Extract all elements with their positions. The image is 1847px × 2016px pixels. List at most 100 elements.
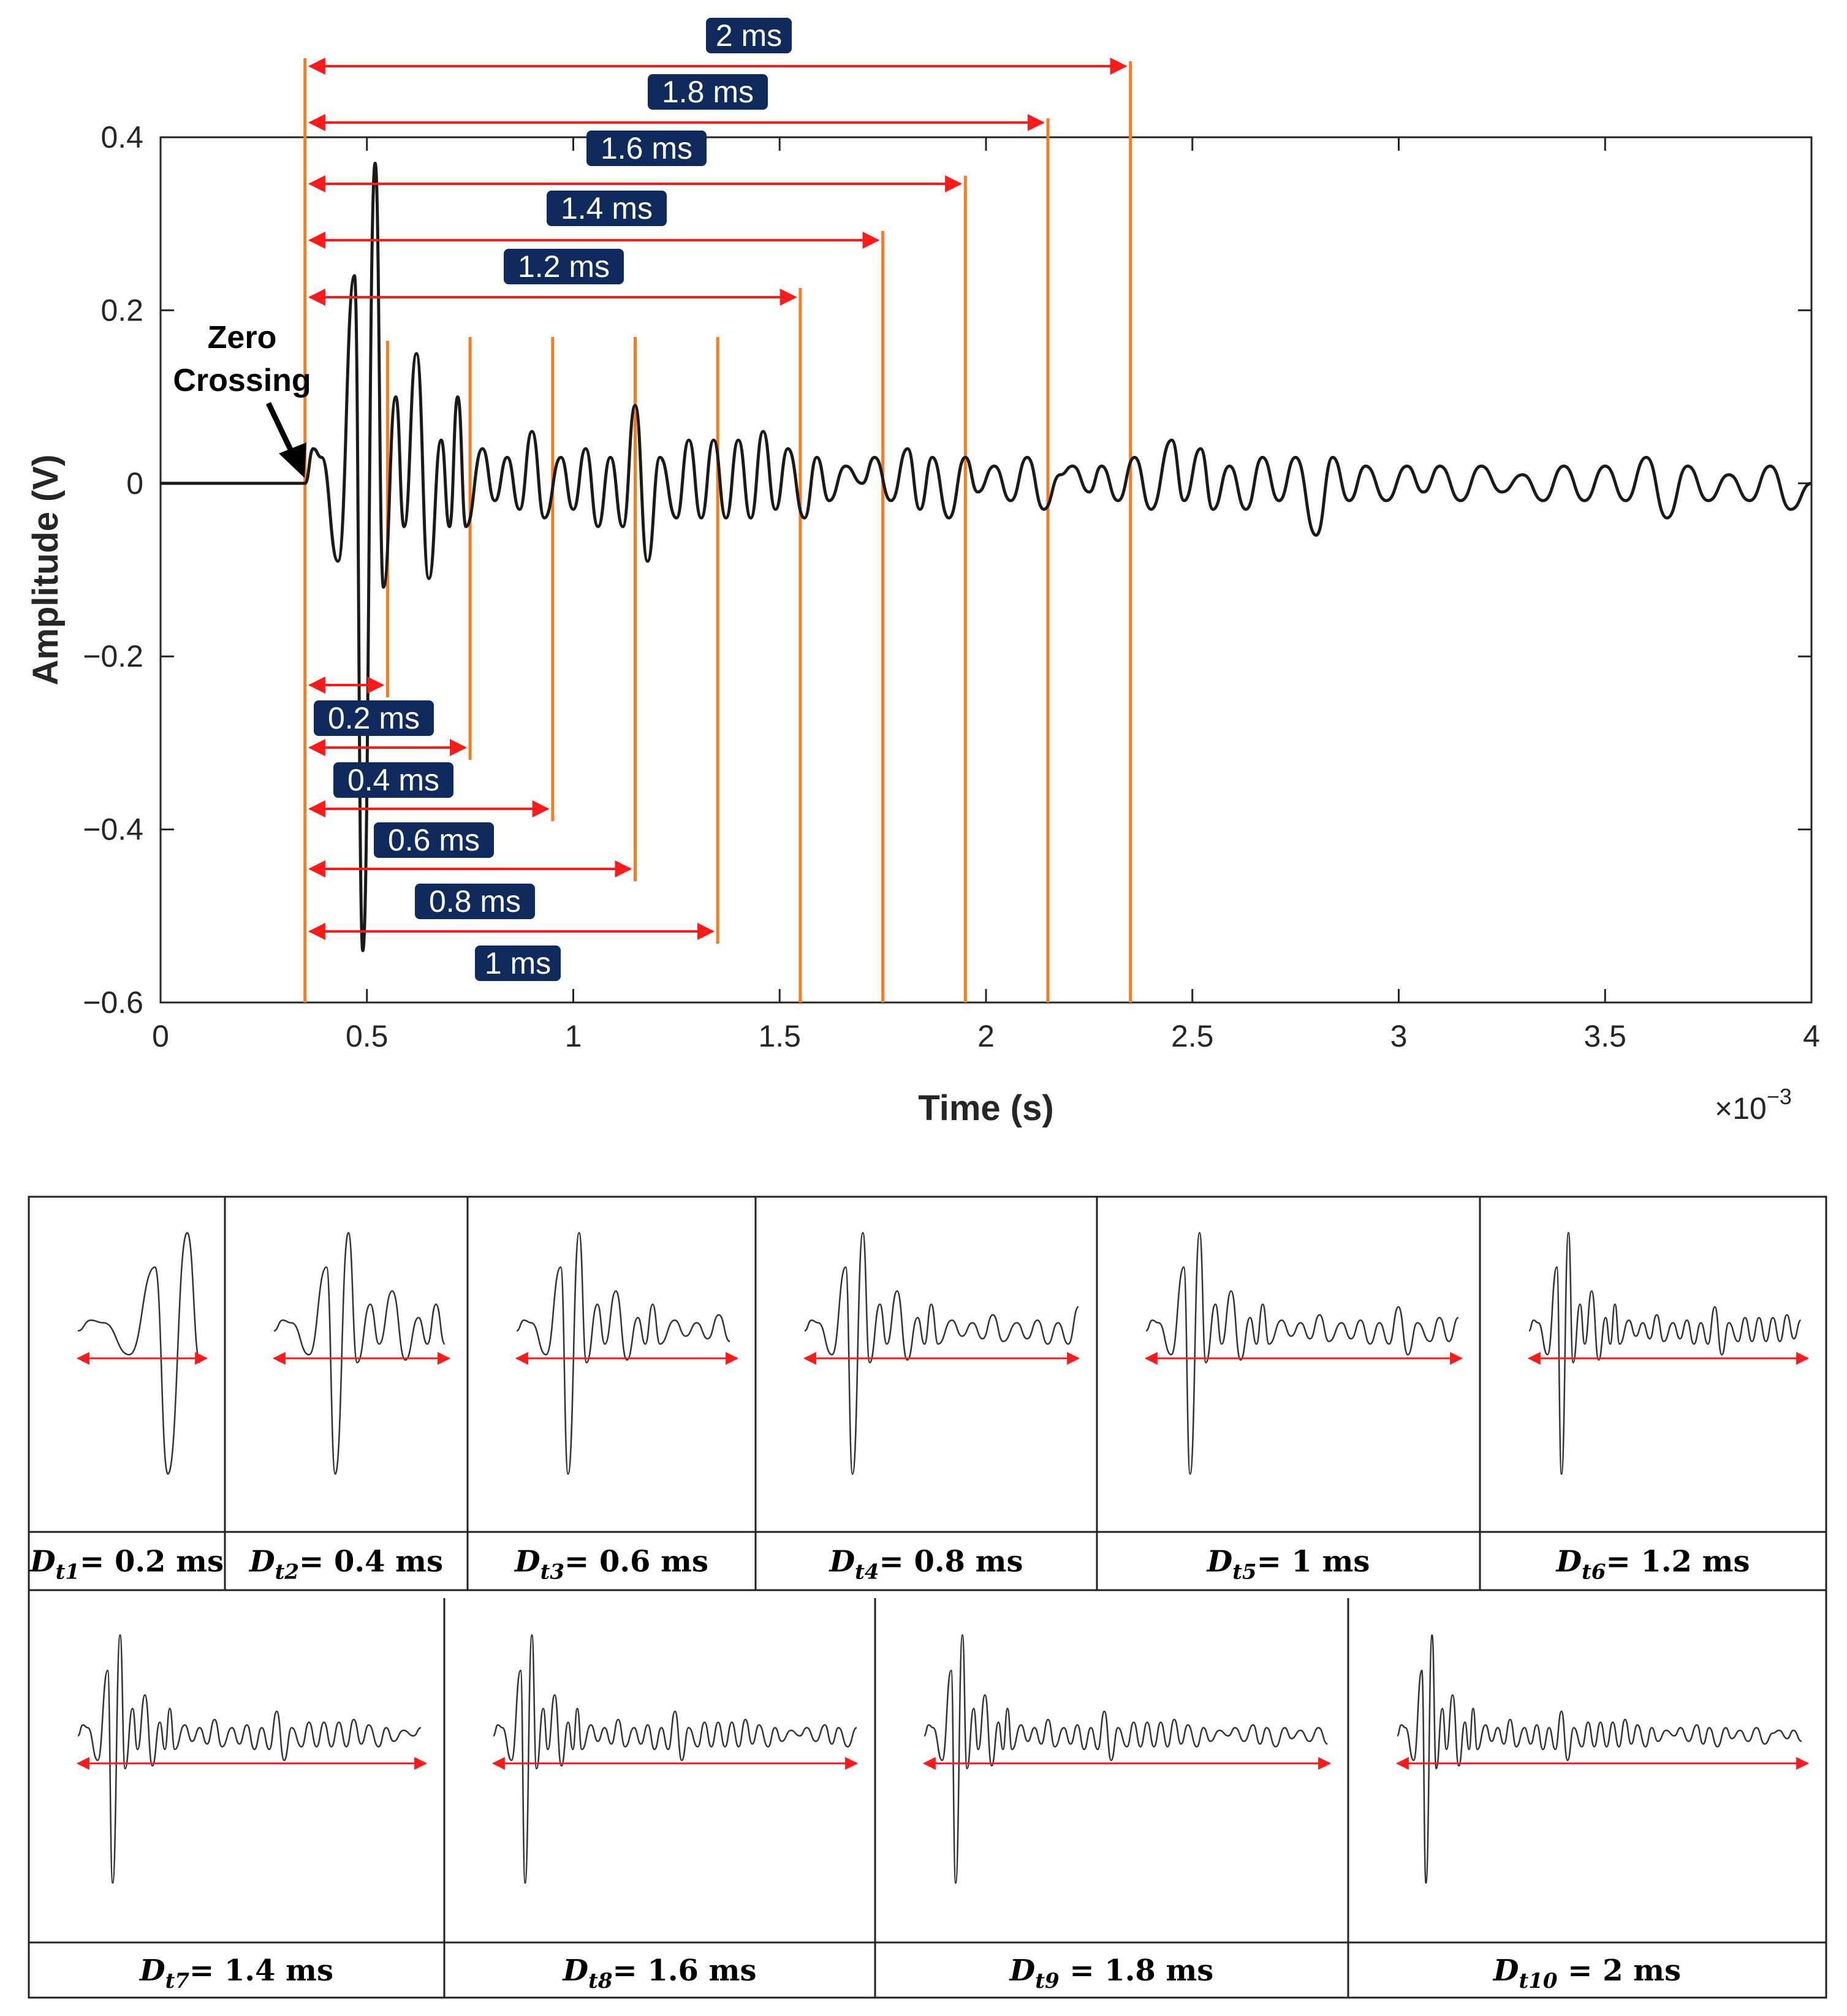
caption-symbol: D	[1009, 1953, 1036, 1988]
y-tick-label: −0.4	[83, 813, 143, 847]
window-label: 0.2 ms	[328, 701, 420, 735]
panel-waveform	[516, 1232, 730, 1475]
caption-value: = 0.4 ms	[299, 1545, 443, 1579]
panel-waveform	[77, 1634, 422, 1884]
plot-area	[159, 136, 1813, 1004]
main-waveform-chart: −0.6 −0.4 −0.2 0 0.2 0.4 0 0.5 1 1.5 2 2.5 3 3.5 4 Ti…	[26, 18, 1820, 1128]
window-panel: Dt7= 1.4 ms	[76, 1634, 428, 1993]
window-label-box	[314, 700, 434, 736]
caption-symbol: D	[829, 1545, 855, 1579]
window-label-box	[706, 18, 792, 53]
window-label-box	[415, 884, 535, 919]
caption-value: = 1.2 ms	[1606, 1545, 1750, 1579]
panel-waveform	[924, 1634, 1328, 1884]
panel-caption: Dt1= 0.2 ms	[29, 1545, 224, 1585]
window-label: 1.8 ms	[662, 75, 754, 109]
panel-caption: Dt4= 0.8 ms	[829, 1545, 1023, 1585]
caption-symbol: D	[138, 1953, 165, 1988]
x-tick-label: 0	[152, 1019, 169, 1053]
panel-caption: Dt10 = 2 ms	[1492, 1953, 1681, 1993]
y-tick-label: −0.2	[83, 639, 143, 673]
window-label-box	[475, 945, 561, 981]
panel-caption: Dt2= 0.4 ms	[248, 1545, 443, 1585]
window-panel: Dt5= 1 ms	[1144, 1232, 1463, 1585]
panel-waveform	[1397, 1634, 1802, 1884]
x-tick-label: 2.5	[1171, 1019, 1214, 1053]
window-label-box	[547, 191, 667, 226]
caption-subscript: t7	[165, 1969, 190, 1993]
y-tick-label: 0.2	[101, 293, 143, 327]
caption-subscript: t2	[275, 1560, 299, 1585]
window-end-markers	[303, 58, 1132, 1002]
window-label: 1.6 ms	[601, 131, 692, 165]
caption-subscript: t3	[540, 1560, 564, 1585]
caption-subscript: t6	[1582, 1560, 1606, 1585]
y-tick-label: 0.4	[101, 120, 143, 154]
x-tick-label: 1	[565, 1019, 582, 1053]
window-panel: Dt6= 1.2 ms	[1527, 1232, 1810, 1585]
window-label: 0.4 ms	[347, 763, 439, 797]
panel-waveform	[804, 1232, 1080, 1475]
zero-crossing-label-line1: Zero	[208, 320, 277, 355]
window-label-box	[648, 74, 768, 110]
window-panel: Dt1= 0.2 ms	[29, 1232, 224, 1585]
window-label: 1 ms	[485, 946, 551, 980]
caption-value: = 0.6 ms	[564, 1545, 708, 1579]
y-axis-ticks: −0.6 −0.4 −0.2 0 0.2 0.4	[83, 120, 1811, 1020]
caption-value: = 0.2 ms	[80, 1545, 224, 1579]
caption-symbol: D	[562, 1953, 589, 1988]
window-panel: Dt8= 1.6 ms	[491, 1634, 859, 1993]
x-tick-label: 3	[1390, 1019, 1408, 1053]
x-tick-label: 3.5	[1583, 1019, 1626, 1053]
window-panel: Dt9 = 1.8 ms	[922, 1634, 1332, 1993]
window-label: 0.8 ms	[429, 884, 521, 919]
panel-grid: Dt1= 0.2 ms Dt2= 0.4 ms Dt3= 0.6 ms Dt4= 0.…	[28, 1196, 1827, 1999]
y-axis-title: Amplitude (V)	[26, 455, 66, 686]
window-label-box	[504, 249, 624, 284]
x-tick-label: 2	[977, 1019, 995, 1053]
zero-crossing-annotation: Zero Crossing	[173, 320, 311, 478]
window-label: 0.6 ms	[388, 823, 480, 857]
panel-waveform	[493, 1634, 857, 1884]
panel-waveform	[77, 1232, 201, 1475]
caption-value: = 2 ms	[1558, 1953, 1682, 1988]
x-axis-multiplier: ×10−3	[1715, 1084, 1792, 1126]
window-labels: 0.2 ms 0.4 ms 0.6 ms 0.8 ms 1 ms 1.2 ms 1.4 ms…	[314, 18, 792, 981]
panel-caption: Dt8= 1.6 ms	[562, 1953, 757, 1993]
window-label-box	[586, 131, 707, 166]
window-panel: Dt10 = 2 ms	[1395, 1634, 1810, 1993]
x-axis-ticks: 0 0.5 1 1.5 2 2.5 3 3.5 4	[152, 137, 1820, 1053]
x-axis-title: Time (s)	[918, 1088, 1053, 1128]
caption-subscript: t10	[1519, 1969, 1558, 1993]
caption-value: = 1.8 ms	[1060, 1953, 1214, 1988]
zero-crossing-arrow-head	[279, 442, 306, 478]
panel-caption: Dt6= 1.2 ms	[1555, 1545, 1750, 1585]
window-panels-table: Dt1= 0.2 ms Dt2= 0.4 ms Dt3= 0.6 ms Dt4= 0.…	[28, 1196, 1827, 1999]
panel-caption: Dt9 = 1.8 ms	[1009, 1953, 1214, 1993]
window-label-box	[374, 822, 494, 858]
caption-symbol: D	[1555, 1545, 1582, 1579]
caption-value: = 1.4 ms	[189, 1953, 333, 1988]
caption-symbol: D	[1206, 1545, 1233, 1579]
window-panel: Dt4= 0.8 ms	[803, 1232, 1080, 1585]
window-arrows	[308, 58, 1128, 940]
caption-symbol: D	[248, 1545, 275, 1579]
caption-value: = 1.6 ms	[613, 1953, 757, 1988]
x-tick-label: 0.5	[346, 1019, 389, 1053]
caption-subscript: t8	[588, 1969, 612, 1993]
caption-value: = 0.8 ms	[879, 1545, 1023, 1579]
y-tick-label: −0.6	[83, 985, 143, 1020]
window-label: 2 ms	[716, 18, 782, 53]
caption-symbol: D	[514, 1545, 540, 1579]
panel-waveform	[1145, 1232, 1459, 1475]
window-panel: Dt3= 0.6 ms	[514, 1232, 739, 1585]
window-panel: Dt2= 0.4 ms	[248, 1232, 451, 1585]
signal-line	[161, 161, 1812, 952]
caption-value: = 1 ms	[1257, 1545, 1370, 1579]
caption-subscript: t4	[855, 1560, 879, 1585]
x-tick-label: 4	[1803, 1019, 1820, 1053]
caption-subscript: t5	[1232, 1560, 1256, 1585]
panel-caption: Dt5= 1 ms	[1206, 1545, 1370, 1585]
caption-subscript: t9	[1035, 1969, 1059, 1993]
y-tick-label: 0	[126, 466, 143, 501]
